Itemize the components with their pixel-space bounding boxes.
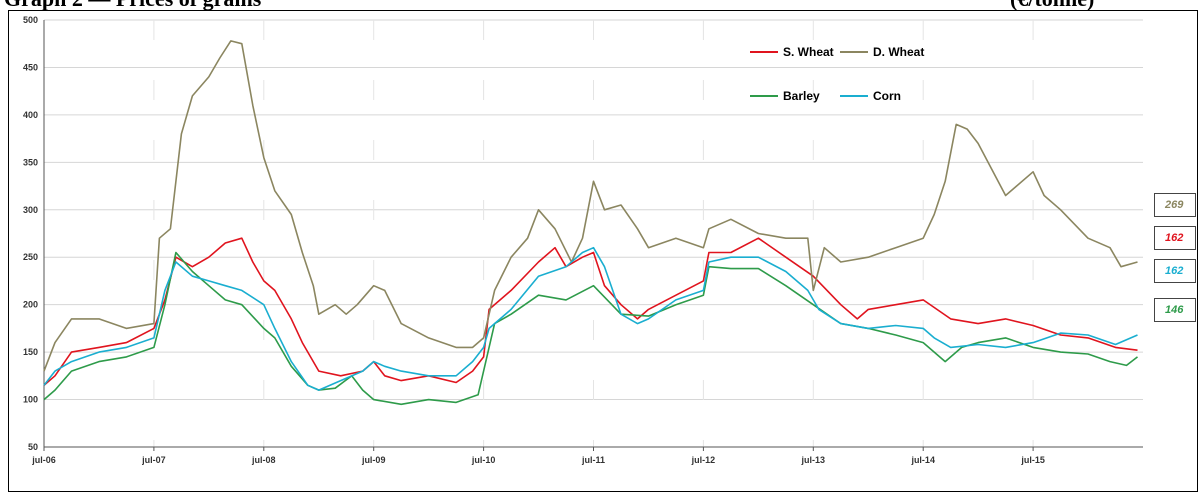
y-tick-label: 150 [23,347,38,357]
x-tick-label: jul-09 [361,455,386,465]
x-tick-label: jul-15 [1020,455,1045,465]
chart-frame [8,10,1198,492]
x-tick-label: jul-08 [251,455,276,465]
legend-label: D. Wheat [873,45,924,59]
y-tick-label: 50 [28,442,38,452]
axes [43,20,1143,451]
end-value-dwheat: 269 [1154,193,1196,217]
y-tick-label: 450 [23,62,38,72]
legend: S. Wheat D. Wheat Barley Corn [750,45,924,103]
legend-label: Corn [873,89,901,103]
y-tick-label: 250 [23,252,38,262]
units-label: (€/tonne) [1010,0,1094,12]
end-value-barley: 146 [1154,298,1196,322]
y-tick-label: 350 [23,157,38,167]
gridlines [44,19,1143,447]
end-value-barley-text: 146 [1165,304,1184,316]
end-value-dwheat-text: 269 [1165,199,1184,211]
end-value-corn: 162 [1154,259,1196,283]
x-tick-labels: jul-06 jul-07 jul-08 jul-09 jul-10 jul-11 jul-… [31,455,1045,465]
series-line-s-wheat [43,237,1138,386]
series-lines [43,40,1138,406]
y-tick-label: 500 [23,15,38,25]
title-strip: Graph 2 — Prices of grains (€/tonne) [0,0,1203,12]
series-line-barley [43,251,1138,406]
x-tick-label: jul-11 [581,455,605,465]
end-value-corn-text: 162 [1165,265,1184,277]
x-tick-label: jul-07 [141,455,166,465]
y-tick-label: 400 [23,110,38,120]
series-line-d-wheat [43,40,1138,372]
x-tick-label: jul-13 [801,455,826,465]
x-tick-label: jul-14 [910,455,935,465]
y-tick-label: 200 [23,300,38,310]
y-tick-label: 300 [23,205,38,215]
legend-label: Barley [783,89,820,103]
series-line-corn [43,246,1138,391]
page-title: Graph 2 — Prices of grains [4,0,261,12]
x-tick-label: jul-06 [31,455,56,465]
end-value-swheat: 162 [1154,226,1196,250]
end-value-swheat-text: 162 [1165,232,1184,244]
y-tick-labels: 50 100 150 200 250 300 350 400 450 500 [23,15,38,452]
legend-label: S. Wheat [783,45,834,59]
y-tick-label: 100 [23,395,38,405]
x-tick-label: jul-12 [691,455,716,465]
x-tick-label: jul-10 [471,455,496,465]
